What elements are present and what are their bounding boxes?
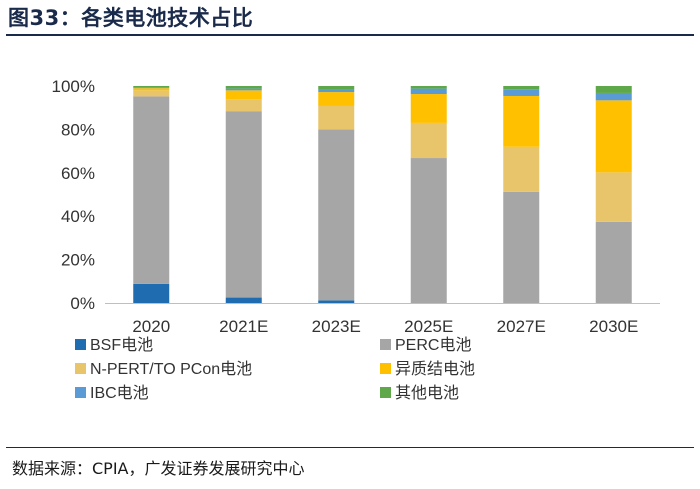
bar-segment-2020-0 xyxy=(133,283,170,303)
figure-title: 图33：各类电池技术占比 xyxy=(8,6,254,30)
legend-swatch xyxy=(75,339,86,350)
y-tick-label: 80% xyxy=(61,120,95,139)
data-source: 数据来源：CPIA，广发证券发展研究中心 xyxy=(12,459,305,478)
bar-segment-2020-5 xyxy=(133,86,170,88)
legend-swatch xyxy=(380,339,391,350)
bar-segment-2021E-1 xyxy=(225,111,262,298)
x-tick-label: 2030E xyxy=(589,317,638,336)
bar-segment-2023E-0 xyxy=(318,300,355,303)
bar-segment-2030E-5 xyxy=(595,86,632,93)
y-tick-label: 100% xyxy=(52,77,95,96)
legend-label: 其他电池 xyxy=(395,384,459,402)
legend-swatch xyxy=(75,387,86,398)
bar-segment-2027E-4 xyxy=(503,89,540,96)
bar-segment-2025E-2 xyxy=(410,122,447,159)
legend-swatch xyxy=(380,387,391,398)
bar-segment-2030E-3 xyxy=(595,100,632,173)
bar-segment-2021E-2 xyxy=(225,99,262,112)
bar-segment-2027E-1 xyxy=(503,191,540,303)
bar-segment-2027E-2 xyxy=(503,146,540,192)
footer-divider xyxy=(6,447,694,448)
bar-segment-2020-3 xyxy=(133,88,170,91)
legend-label: BSF电池 xyxy=(90,336,153,354)
legend-label: IBC电池 xyxy=(90,384,149,402)
x-tick-label: 2020 xyxy=(132,317,170,336)
bar-segment-2025E-4 xyxy=(410,88,447,95)
x-tick-label: 2027E xyxy=(497,317,546,336)
legend-label: N-PERT/TO PCon电池 xyxy=(90,360,252,378)
bar-segment-2025E-5 xyxy=(410,86,447,89)
legend-label: PERC电池 xyxy=(395,336,471,354)
bar-segment-2021E-4 xyxy=(225,88,262,91)
bar-segment-2023E-3 xyxy=(318,92,355,106)
bar-segment-2020-2 xyxy=(133,90,170,97)
bar-segment-2030E-4 xyxy=(595,92,632,101)
x-tick-label: 2021E xyxy=(219,317,268,336)
stacked-bar-chart: 0% 20% 40% 60% 80% 100% 2020 2021E 2023E 2025E 202… xyxy=(52,77,660,402)
legend-swatch xyxy=(380,363,391,374)
legend-swatch xyxy=(75,363,86,374)
bar-segment-2025E-1 xyxy=(410,158,447,303)
bar-segment-2023E-1 xyxy=(318,129,355,301)
bar-segment-2025E-3 xyxy=(410,94,447,123)
bar-segment-2027E-3 xyxy=(503,95,540,147)
y-tick-label: 0% xyxy=(70,294,95,313)
y-tick-label: 40% xyxy=(61,207,95,226)
bar-segment-2023E-5 xyxy=(318,86,355,90)
bar-segment-2021E-3 xyxy=(225,90,262,100)
bar-segment-2027E-5 xyxy=(503,86,540,90)
bar-segment-2030E-1 xyxy=(595,221,632,303)
y-tick-label: 20% xyxy=(61,251,95,270)
title-divider xyxy=(6,34,694,36)
bar-segment-2021E-5 xyxy=(225,86,262,89)
bar-segment-2023E-4 xyxy=(318,89,355,93)
legend-label: 异质结电池 xyxy=(395,360,475,378)
y-tick-label: 60% xyxy=(61,164,95,183)
bar-segment-2021E-0 xyxy=(225,297,262,303)
x-tick-label: 2023E xyxy=(312,317,361,336)
bar-segment-2023E-2 xyxy=(318,105,355,130)
chart-container: 0% 20% 40% 60% 80% 100% 2020 2021E 2023E 2025E 202… xyxy=(20,60,680,440)
x-tick-label: 2025E xyxy=(404,317,453,336)
bar-segment-2020-1 xyxy=(133,96,170,284)
bar-segment-2030E-2 xyxy=(595,172,632,222)
